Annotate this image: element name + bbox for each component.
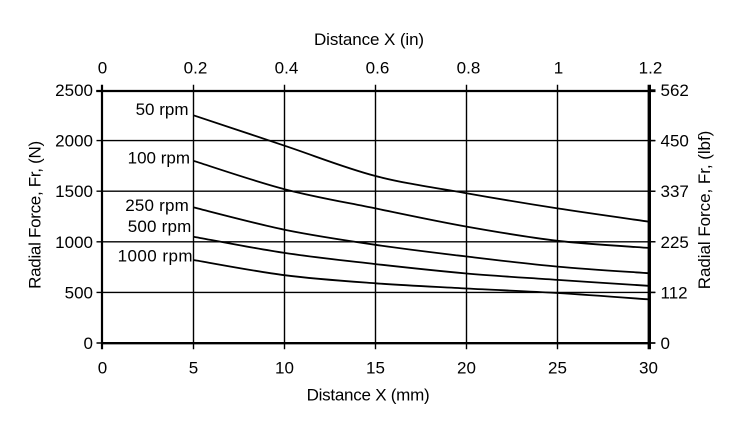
svg-text:2500: 2500	[55, 81, 93, 100]
svg-text:0: 0	[98, 59, 107, 78]
svg-text:337: 337	[661, 182, 689, 201]
svg-text:25: 25	[548, 359, 567, 378]
svg-text:225: 225	[661, 233, 689, 252]
svg-text:250 rpm: 250 rpm	[125, 196, 189, 215]
svg-text:1000: 1000	[55, 233, 93, 252]
svg-text:30: 30	[639, 359, 658, 378]
svg-text:15: 15	[366, 359, 385, 378]
svg-text:1500: 1500	[55, 182, 93, 201]
svg-text:Distance X (in): Distance X (in)	[314, 30, 424, 49]
svg-text:0.8: 0.8	[457, 59, 481, 78]
svg-text:20: 20	[457, 359, 476, 378]
svg-text:Radial Force, Fr, (lbf): Radial Force, Fr, (lbf)	[695, 131, 714, 290]
svg-text:0.6: 0.6	[366, 59, 390, 78]
svg-text:100 rpm: 100 rpm	[128, 149, 190, 168]
svg-text:1.2: 1.2	[639, 59, 663, 78]
svg-text:450: 450	[661, 132, 689, 151]
svg-text:112: 112	[661, 283, 688, 302]
svg-text:50 rpm: 50 rpm	[136, 100, 189, 119]
svg-text:1: 1	[554, 59, 563, 78]
svg-text:0.2: 0.2	[184, 59, 208, 78]
svg-text:0: 0	[661, 334, 670, 353]
svg-text:0: 0	[84, 334, 93, 353]
svg-text:500 rpm: 500 rpm	[128, 217, 192, 236]
svg-text:500: 500	[65, 283, 93, 302]
svg-text:5: 5	[189, 359, 198, 378]
svg-text:Radial Force, Fr, (N): Radial Force, Fr, (N)	[26, 141, 45, 289]
svg-text:0.4: 0.4	[275, 59, 299, 78]
svg-text:2000: 2000	[55, 132, 93, 151]
svg-text:562: 562	[661, 81, 689, 100]
svg-text:1000 rpm: 1000 rpm	[118, 247, 193, 266]
svg-text:0: 0	[98, 359, 107, 378]
svg-text:10: 10	[275, 359, 294, 378]
svg-text:Distance X (mm): Distance X (mm)	[307, 386, 430, 405]
